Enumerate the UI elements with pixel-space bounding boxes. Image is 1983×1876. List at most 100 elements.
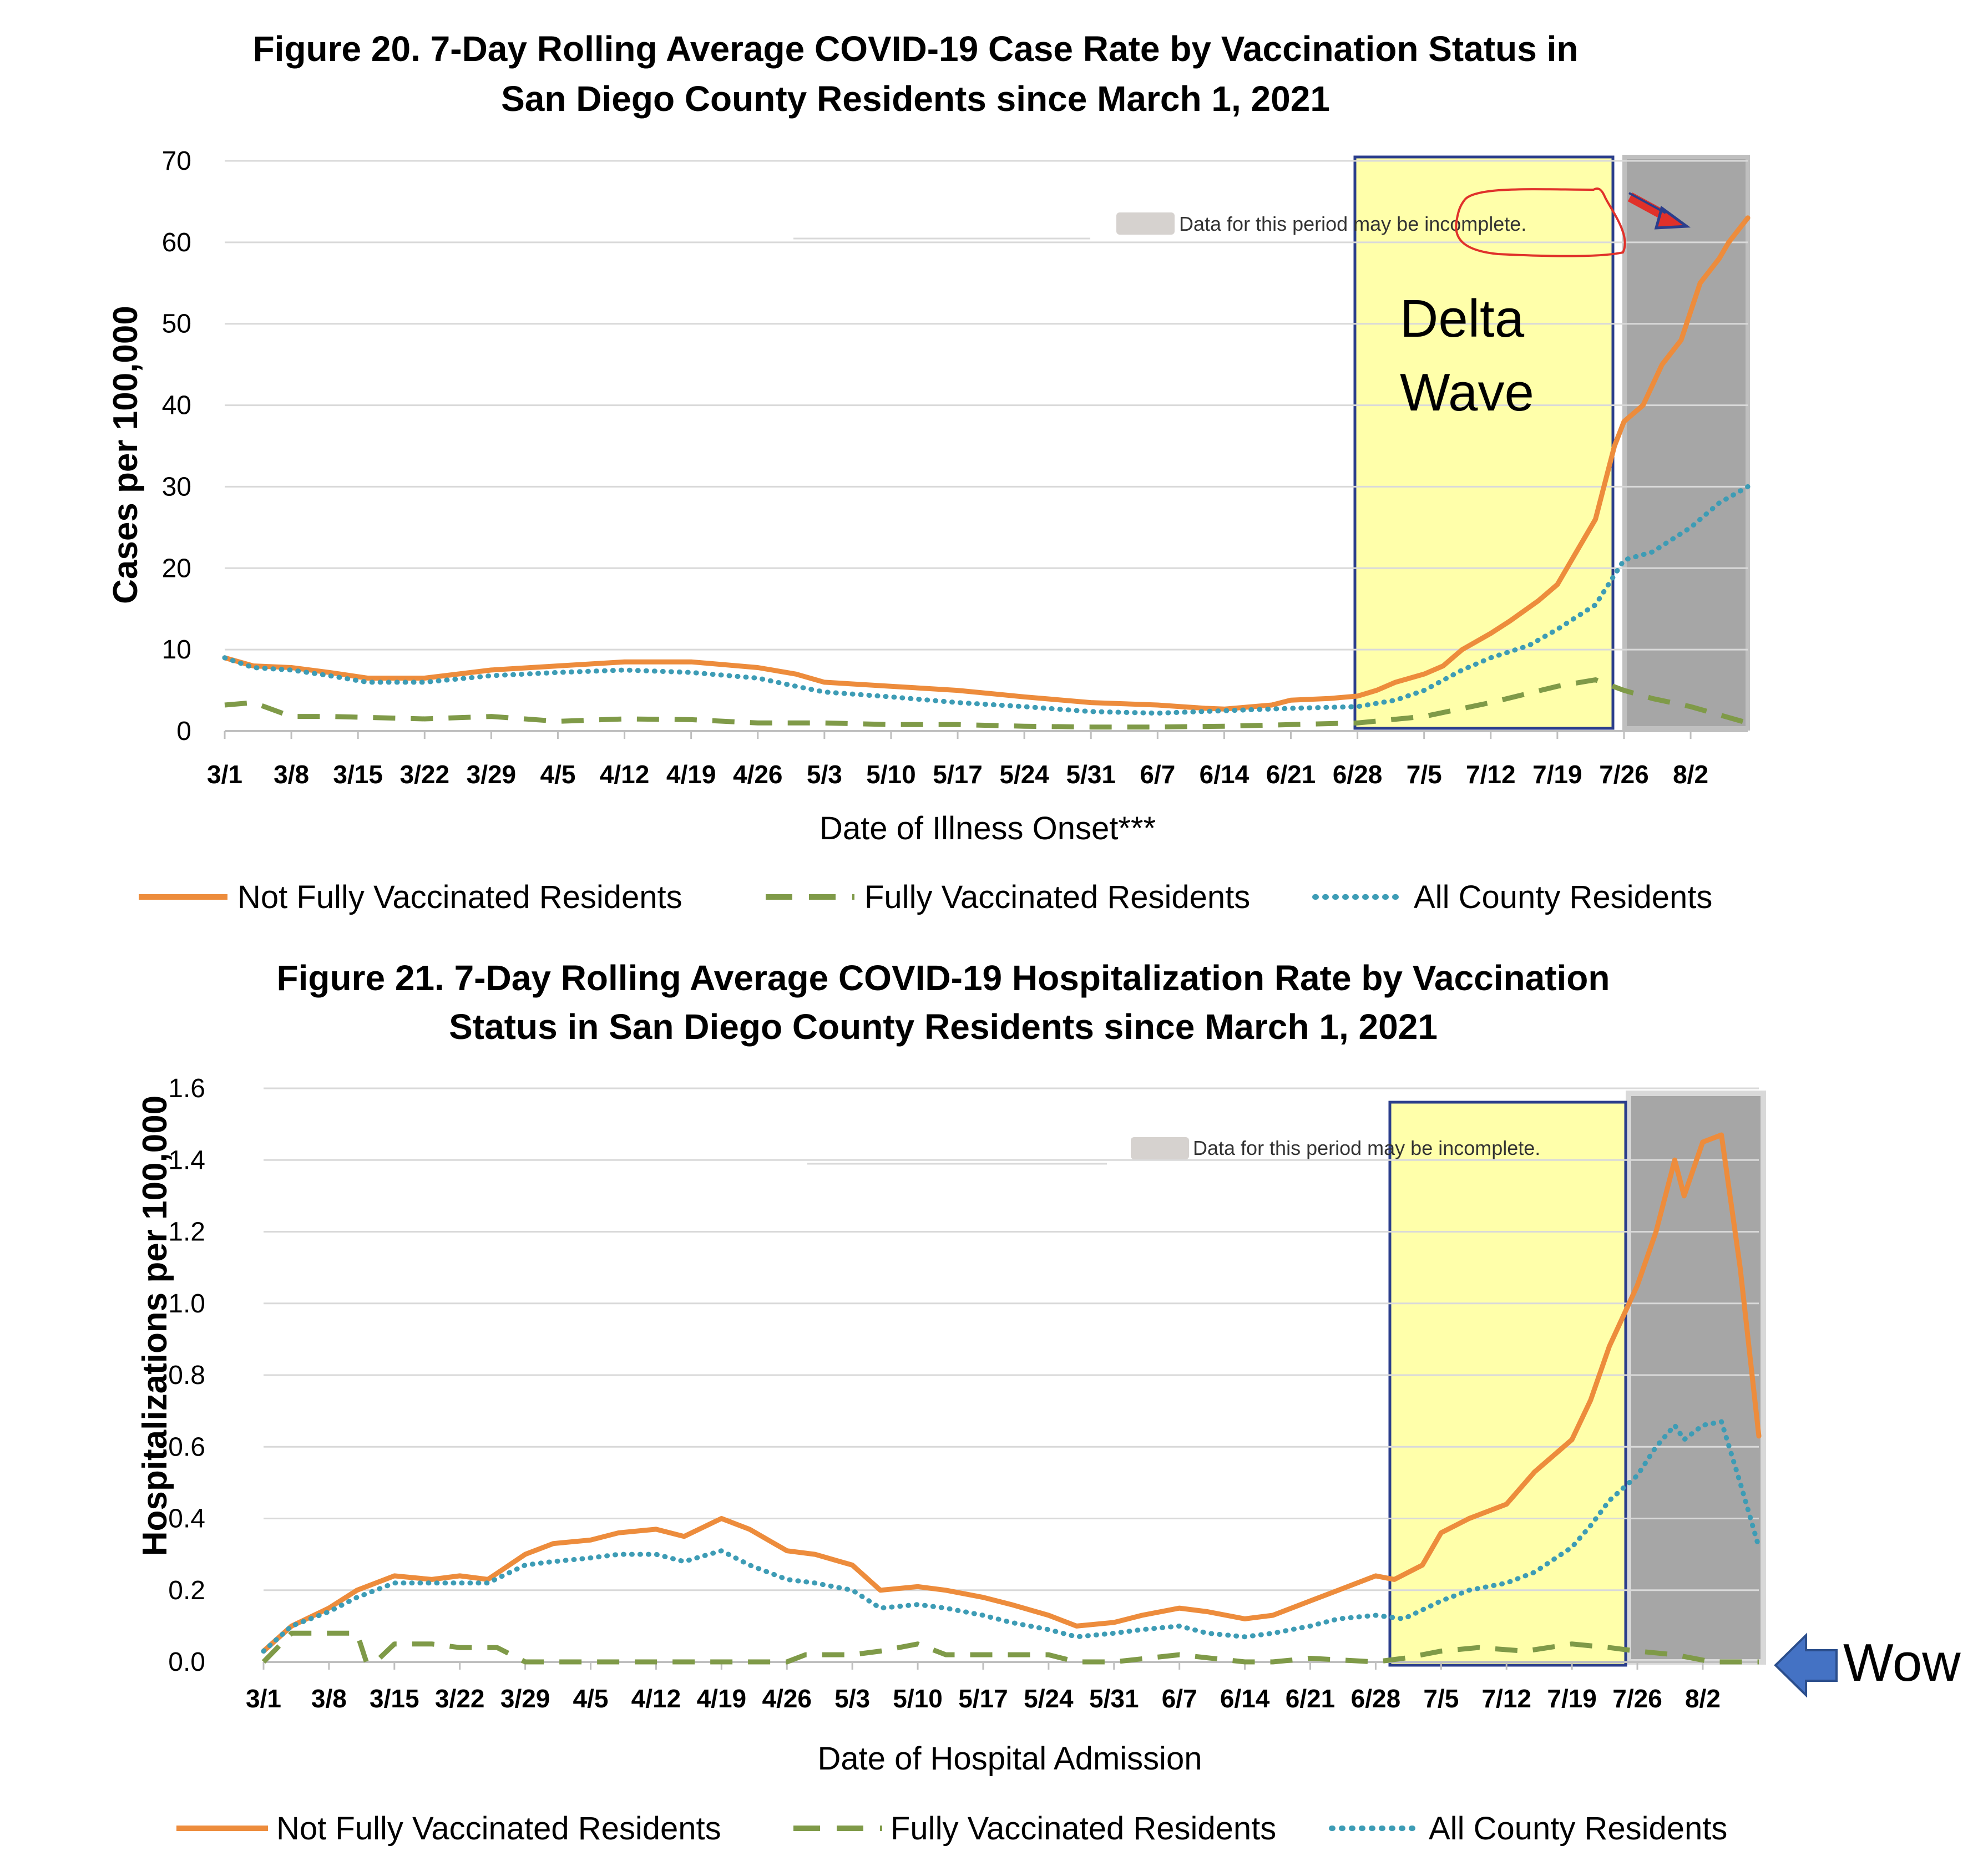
fig21-y-tick-label: 1.4 bbox=[168, 1145, 205, 1175]
fig20-delta-label-line2: Wave bbox=[1400, 363, 1534, 422]
fig21-x-tick-label: 5/17 bbox=[958, 1684, 1008, 1713]
fig20-gridlines bbox=[225, 160, 1748, 732]
fig21-x-tick-labels: 3/1 3/8 3/15 3/22 3/29 4/5 4/12 4/19 4/26 5/3 5/10… bbox=[246, 1662, 1721, 1713]
fig21-x-tick-label: 5/31 bbox=[1089, 1684, 1139, 1713]
fig20-x-tick-label: 6/14 bbox=[1200, 760, 1250, 789]
fig21-y-tick-labels: 0.0 0.2 0.4 0.6 0.8 1.0 1.2 1.4 1.6 bbox=[168, 1074, 205, 1677]
fig21-x-tick-label: 6/28 bbox=[1351, 1684, 1401, 1713]
fig20-x-tick-label: 6/28 bbox=[1333, 760, 1383, 789]
fig21-y-tick-label: 0.0 bbox=[168, 1647, 205, 1677]
fig20-x-tick-label: 3/8 bbox=[274, 760, 309, 789]
fig21-x-tick-label: 4/26 bbox=[762, 1684, 812, 1713]
fig20-x-tick-label: 5/3 bbox=[807, 760, 842, 789]
fig20-y-tick-label: 30 bbox=[162, 472, 191, 501]
fig20-x-tick-label: 4/19 bbox=[666, 760, 716, 789]
fig21-x-tick-label: 5/10 bbox=[893, 1684, 943, 1713]
fig21-x-tick-label: 4/12 bbox=[631, 1684, 681, 1713]
fig20-x-tick-label: 4/5 bbox=[540, 760, 575, 789]
fig21-y-tick-label: 1.2 bbox=[168, 1218, 205, 1247]
fig21-series-not-vaccinated bbox=[261, 1132, 1762, 1654]
fig20-x-tick-label: 6/21 bbox=[1266, 760, 1316, 789]
fig20-legend-label-fully-vaccinated: Fully Vaccinated Residents bbox=[864, 879, 1250, 915]
fig21-x-tick-label: 5/3 bbox=[834, 1684, 870, 1713]
fig20-x-tick-label: 4/12 bbox=[600, 760, 650, 789]
fig21-x-tick-label: 3/8 bbox=[311, 1684, 347, 1713]
fig21-series-all-residents bbox=[261, 1419, 1762, 1654]
fig20-series-all-residents bbox=[222, 484, 1751, 716]
fig20-x-axis-title: Date of Illness Onset*** bbox=[819, 810, 1156, 846]
fig21-y-tick-label: 0.4 bbox=[168, 1504, 205, 1534]
fig20-red-circle-annotation bbox=[1455, 187, 1626, 257]
fig21-x-tick-label: 5/24 bbox=[1024, 1684, 1074, 1713]
fig20-y-tick-label: 40 bbox=[162, 391, 191, 420]
fig20-incomplete-period-shade bbox=[1622, 155, 1750, 731]
fig20-series-not-vaccinated bbox=[222, 215, 1751, 712]
wow-arrow-icon bbox=[1774, 1632, 1838, 1698]
fig20-y-tick-label: 0 bbox=[176, 717, 191, 746]
fig20-title-line1: Figure 20. 7-Day Rolling Average COVID-1… bbox=[253, 29, 1579, 69]
fig20-x-tick-label: 8/2 bbox=[1673, 760, 1708, 789]
fig21-x-tick-label: 4/5 bbox=[573, 1684, 609, 1713]
fig20-x-tick-label: 4/26 bbox=[733, 760, 783, 789]
fig21-incomplete-note: Data for this period may be incomplete. bbox=[807, 1137, 1540, 1165]
fig21-x-tick-label: 7/19 bbox=[1547, 1684, 1597, 1713]
wow-annotation: Wow bbox=[1774, 1632, 1961, 1698]
fig20-x-tick-label: 5/31 bbox=[1066, 760, 1116, 789]
figure-20-case-rate: Figure 20. 7-Day Rolling Average COVID-1… bbox=[107, 29, 1751, 915]
fig21-series-fully-vaccinated bbox=[261, 1630, 1759, 1665]
fig21-y-tick-label: 1.0 bbox=[168, 1289, 205, 1319]
fig20-incomplete-note-swatch bbox=[1116, 212, 1175, 235]
fig20-incomplete-note: Data for this period may be incomplete. bbox=[793, 212, 1526, 240]
fig20-y-tick-label: 60 bbox=[162, 228, 191, 257]
fig21-x-tick-label: 4/19 bbox=[697, 1684, 747, 1713]
fig20-y-tick-label: 50 bbox=[162, 310, 191, 339]
fig20-series-lines bbox=[222, 215, 1751, 730]
fig20-x-tick-labels: 3/1 3/8 3/15 3/22 3/29 4/5 4/12 4/19 4/26 5/3 5/10… bbox=[207, 731, 1708, 789]
fig20-x-tick-label: 3/1 bbox=[207, 760, 242, 789]
fig21-x-tick-label: 8/2 bbox=[1685, 1684, 1721, 1713]
fig21-y-axis-title: Hospitalizations per 100,000 bbox=[136, 1096, 174, 1556]
fig21-y-tick-label: 0.2 bbox=[168, 1576, 205, 1605]
fig21-x-tick-label: 3/1 bbox=[246, 1684, 281, 1713]
fig20-x-tick-label: 5/24 bbox=[999, 760, 1049, 789]
fig20-x-tick-label: 7/26 bbox=[1599, 760, 1649, 789]
fig21-x-tick-label: 7/26 bbox=[1612, 1684, 1662, 1713]
fig21-x-tick-label: 3/22 bbox=[435, 1684, 485, 1713]
fig21-x-tick-label: 6/14 bbox=[1220, 1684, 1270, 1713]
fig20-x-tick-label: 5/17 bbox=[933, 760, 983, 789]
fig21-y-tick-label: 1.6 bbox=[168, 1074, 205, 1103]
fig20-y-tick-label: 70 bbox=[162, 146, 191, 176]
fig21-series-lines bbox=[261, 1132, 1762, 1665]
fig20-title-line2: San Diego County Residents since March 1… bbox=[501, 79, 1330, 119]
fig21-y-tick-label: 0.6 bbox=[168, 1432, 205, 1462]
fig20-incomplete-note-text: Data for this period may be incomplete. bbox=[1179, 212, 1526, 235]
fig20-x-tick-label: 3/15 bbox=[333, 760, 383, 789]
fig21-legend-label-fully-vaccinated: Fully Vaccinated Residents bbox=[891, 1811, 1276, 1847]
fig21-legend: Not Fully Vaccinated Residents Fully Vac… bbox=[176, 1811, 1727, 1847]
fig20-x-tick-label: 7/5 bbox=[1407, 760, 1442, 789]
wow-label: Wow bbox=[1843, 1633, 1961, 1692]
fig20-x-tick-label: 7/12 bbox=[1466, 760, 1516, 789]
fig21-x-tick-label: 6/7 bbox=[1162, 1684, 1197, 1713]
fig21-y-tick-label: 0.8 bbox=[168, 1361, 205, 1390]
fig21-legend-label-all-residents: All County Residents bbox=[1429, 1811, 1727, 1847]
fig20-x-tick-label: 3/22 bbox=[400, 760, 450, 789]
fig21-incomplete-note-swatch bbox=[1131, 1137, 1189, 1159]
fig20-y-tick-label: 20 bbox=[162, 554, 191, 583]
fig21-gridlines bbox=[264, 1087, 1759, 1663]
fig20-y-axis-title: Cases per 100,000 bbox=[107, 306, 145, 604]
fig20-x-tick-label: 5/10 bbox=[866, 760, 916, 789]
fig20-legend-label-all-residents: All County Residents bbox=[1414, 879, 1712, 915]
fig20-x-tick-label: 7/19 bbox=[1532, 760, 1582, 789]
fig20-delta-label-line1: Delta bbox=[1400, 289, 1525, 348]
fig20-arrow-annotation bbox=[1627, 192, 1691, 230]
fig21-incomplete-note-text: Data for this period may be incomplete. bbox=[1193, 1137, 1540, 1159]
figure-21-hospitalization-rate: Figure 21. 7-Day Rolling Average COVID-1… bbox=[136, 958, 1961, 1847]
fig21-legend-label-not-vaccinated: Not Fully Vaccinated Residents bbox=[276, 1811, 721, 1847]
fig20-y-tick-label: 10 bbox=[162, 635, 191, 665]
fig20-legend-label-not-vaccinated: Not Fully Vaccinated Residents bbox=[237, 879, 682, 915]
fig20-y-tick-labels: 0 10 20 30 40 50 60 70 bbox=[162, 146, 191, 746]
fig21-title-line2: Status in San Diego County Residents sin… bbox=[449, 1007, 1438, 1047]
fig21-x-tick-label: 6/21 bbox=[1286, 1684, 1336, 1713]
